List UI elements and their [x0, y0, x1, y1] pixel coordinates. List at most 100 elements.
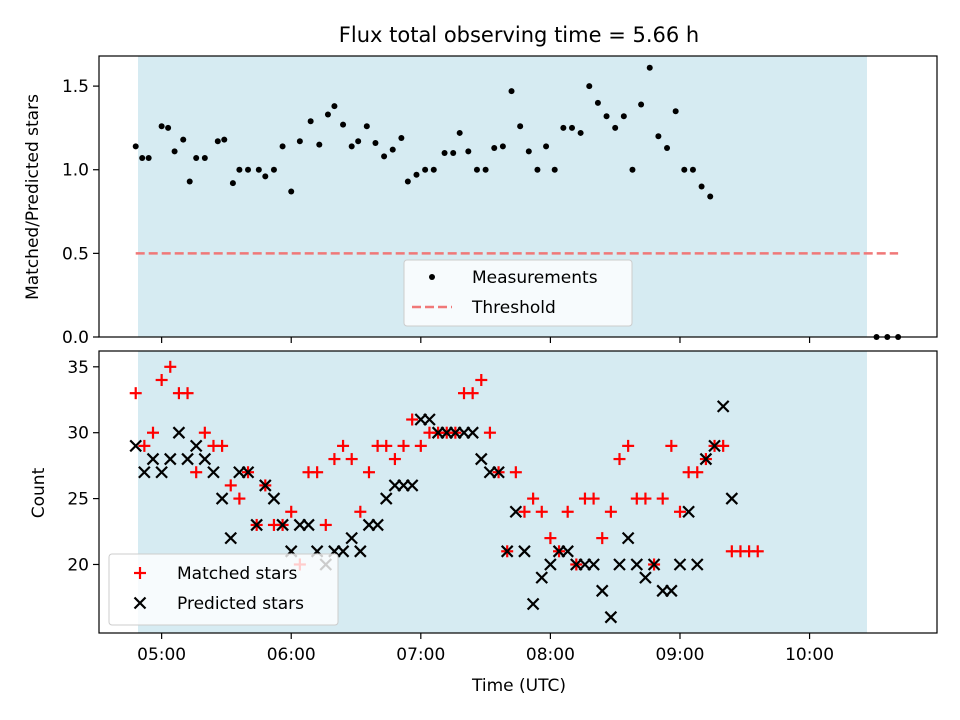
measurement-point	[165, 124, 172, 131]
matched-star-point	[475, 373, 488, 386]
measurement-point	[180, 136, 187, 143]
matched-star-point	[717, 439, 730, 452]
predicted-star-point	[163, 452, 177, 466]
matched-star-point	[622, 439, 635, 452]
measurement-point	[404, 178, 411, 185]
top-legend-box	[403, 259, 633, 327]
measurement-point	[279, 143, 286, 150]
matched-star-point	[466, 387, 479, 400]
measurement-point	[145, 155, 152, 162]
legend-measurements-label: Measurements	[472, 268, 598, 288]
measurement-point	[612, 124, 619, 131]
predicted-star-point	[613, 558, 626, 571]
predicted-star-point	[345, 531, 358, 545]
measurement-point	[707, 193, 714, 200]
measurement-point	[171, 148, 178, 155]
predicted-star-point	[224, 531, 238, 545]
legend-threshold-label: Threshold	[471, 298, 556, 318]
measurement-point	[262, 173, 269, 180]
matched-star-point	[535, 505, 548, 518]
measurement-point	[664, 144, 671, 151]
measurement-point	[586, 83, 593, 90]
bottom-y-tick-label: 20	[67, 555, 89, 575]
matched-star-point	[181, 387, 194, 400]
matched-star-point	[544, 532, 557, 545]
measurement-point	[422, 166, 429, 173]
predicted-star-point	[172, 426, 186, 439]
measurement-point	[398, 134, 405, 141]
measurement-point	[698, 183, 705, 190]
predicted-star-point	[276, 518, 289, 532]
bottom-x-tick-label: 06:00	[267, 645, 316, 665]
matched-star-point	[190, 466, 203, 479]
measurement-point	[132, 143, 139, 150]
measurement-point	[348, 143, 355, 150]
matched-star-point	[613, 453, 626, 466]
measurement-point	[430, 166, 437, 173]
bottom-y-tick-label: 35	[67, 358, 89, 378]
matched-star-point	[198, 426, 211, 439]
predicted-star-point	[492, 465, 505, 479]
bottom-x-tick-label: 09:00	[655, 645, 704, 665]
bottom-plot-frame	[98, 350, 938, 634]
measurement-point	[324, 111, 331, 118]
measurement-point	[214, 138, 221, 145]
bottom-x-tick-label: 07:00	[396, 645, 445, 665]
measurement-point	[139, 155, 146, 162]
predicted-star-point	[690, 558, 704, 571]
predicted-star-point	[708, 439, 721, 453]
predicted-star-point	[198, 452, 212, 466]
matched-star-point	[673, 505, 686, 518]
legend-cross-glyph	[133, 596, 147, 610]
bottom-plot: 20 25 30 35 05:00 06:00 07:00 08:00 09:00 10:00 C…	[29, 350, 938, 696]
predicted-star-point	[500, 545, 514, 558]
legend-predicted-marker	[133, 596, 147, 610]
measurement-point	[491, 144, 498, 151]
measurement-point	[620, 113, 627, 120]
bottom-x-tick-label: 08:00	[526, 645, 575, 665]
matched-star-point	[319, 518, 332, 531]
matched-star-point	[328, 453, 341, 466]
measurement-point	[255, 166, 262, 173]
predicted-star-point	[189, 439, 203, 453]
measurement-point	[508, 88, 515, 95]
measurement-point	[316, 141, 323, 148]
predicted-star-point	[267, 492, 281, 505]
matched-star-point	[388, 453, 401, 466]
bottom-y-tick-label: 25	[67, 490, 89, 510]
measurement-point	[270, 166, 277, 173]
matched-star-point	[164, 360, 177, 373]
measurement-point	[340, 121, 347, 128]
measurement-point	[543, 143, 550, 150]
predicted-star-point	[181, 452, 194, 466]
top-y-tick-label: 0.0	[62, 328, 89, 348]
predicted-star-point	[379, 492, 393, 505]
matched-star-point	[233, 492, 246, 505]
predicted-star-point	[423, 413, 436, 426]
matched-star-point	[337, 439, 350, 452]
predicted-star-point	[587, 558, 600, 571]
predicted-star-point	[259, 479, 272, 492]
measurement-point	[456, 129, 463, 136]
predicted-star-point	[621, 531, 635, 545]
measurement-point	[560, 124, 567, 131]
matched-star-point	[138, 439, 151, 452]
measurement-point	[681, 166, 688, 173]
predicted-star-point	[673, 558, 687, 571]
bottom-x-tick-label: 05:00	[137, 645, 186, 665]
matched-star-point	[587, 492, 600, 505]
predicted-star-point	[535, 571, 549, 584]
measurement-point	[568, 124, 575, 131]
predicted-star-point	[354, 545, 367, 558]
predicted-star-point	[475, 452, 488, 466]
predicted-star-point	[302, 518, 315, 532]
measurement-point	[296, 138, 303, 145]
measurement-point	[441, 150, 448, 157]
measurement-point	[158, 123, 165, 130]
measurement-point	[629, 166, 636, 173]
measurement-point	[482, 166, 489, 173]
legend-plus-glyph	[134, 567, 146, 579]
predicted-star-point	[561, 545, 574, 558]
bottom-legend-box	[108, 553, 339, 626]
